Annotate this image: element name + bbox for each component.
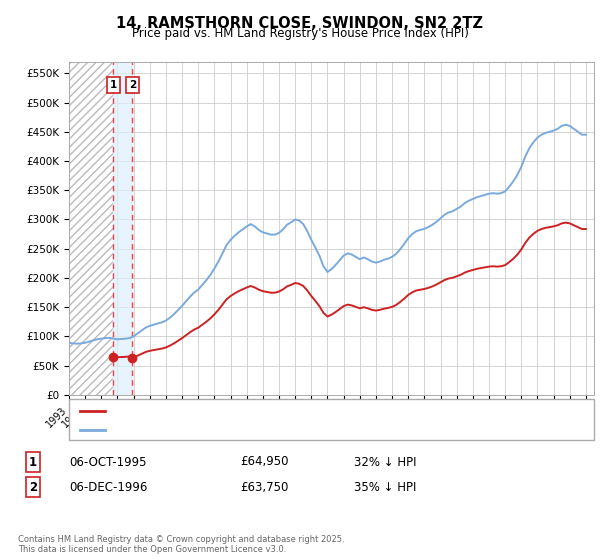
- Text: HPI: Average price, detached house, Swindon: HPI: Average price, detached house, Swin…: [111, 424, 360, 435]
- Text: 35% ↓ HPI: 35% ↓ HPI: [354, 480, 416, 494]
- Text: 06-DEC-1996: 06-DEC-1996: [69, 480, 148, 494]
- Text: 06-OCT-1995: 06-OCT-1995: [69, 455, 146, 469]
- Text: 14, RAMSTHORN CLOSE, SWINDON, SN2 2TZ: 14, RAMSTHORN CLOSE, SWINDON, SN2 2TZ: [116, 16, 484, 31]
- Text: 2: 2: [29, 480, 37, 494]
- Text: 32% ↓ HPI: 32% ↓ HPI: [354, 455, 416, 469]
- Text: 1: 1: [110, 80, 117, 90]
- Text: £64,950: £64,950: [240, 455, 289, 469]
- Text: £63,750: £63,750: [240, 480, 289, 494]
- Text: 14, RAMSTHORN CLOSE, SWINDON, SN2 2TZ (detached house): 14, RAMSTHORN CLOSE, SWINDON, SN2 2TZ (d…: [111, 405, 456, 416]
- Text: Price paid vs. HM Land Registry's House Price Index (HPI): Price paid vs. HM Land Registry's House …: [131, 27, 469, 40]
- Text: 1: 1: [29, 455, 37, 469]
- Text: Contains HM Land Registry data © Crown copyright and database right 2025.
This d: Contains HM Land Registry data © Crown c…: [18, 535, 344, 554]
- Text: 2: 2: [128, 80, 136, 90]
